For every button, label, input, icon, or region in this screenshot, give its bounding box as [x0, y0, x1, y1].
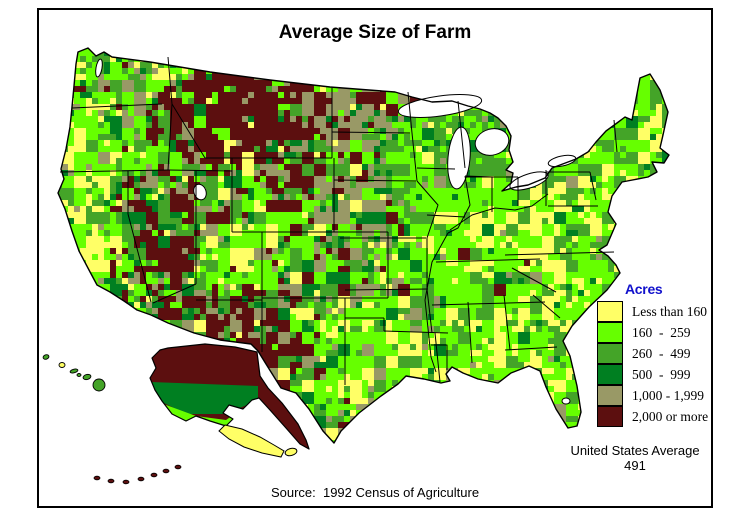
great-lakes	[95, 58, 577, 405]
source-note: Source: 1992 Census of Agriculture	[270, 485, 480, 500]
legend-label: 160 - 259	[632, 324, 691, 340]
us-average-label: United States Average	[570, 443, 700, 458]
legend-item: 160 - 259	[597, 321, 709, 343]
page-title: Average Size of Farm	[278, 22, 472, 43]
us-average-value: 491	[624, 458, 646, 473]
legend-swatch	[597, 405, 623, 427]
legend-label: 260 - 499	[632, 345, 691, 361]
legend-label: 500 - 999	[632, 366, 691, 382]
legend-swatch	[597, 321, 623, 343]
us-average-note: United States Average 491	[555, 443, 715, 473]
legend-item: 1,000 - 1,999	[597, 384, 709, 406]
legend-swatch	[597, 300, 623, 322]
legend-title: Acres	[625, 281, 663, 297]
legend: Acres Less than 160 160 - 259 260 - 499 500…	[597, 281, 709, 427]
legend-swatch	[597, 384, 623, 406]
legend-swatch	[597, 342, 623, 364]
state-borders	[59, 56, 618, 385]
legend-label: 1,000 - 1,999	[632, 387, 704, 403]
legend-item: 2,000 or more	[597, 405, 709, 427]
legend-item: 260 - 499	[597, 342, 709, 364]
legend-swatch	[597, 363, 623, 385]
legend-item: 500 - 999	[597, 363, 709, 385]
legend-label: 2,000 or more	[632, 408, 709, 424]
legend-label: Less than 160	[632, 303, 707, 319]
legend-item: Less than 160	[597, 300, 709, 322]
hawaii-inset	[42, 354, 106, 392]
legend-items: Less than 160 160 - 259 260 - 499 500 - 999…	[597, 300, 709, 427]
